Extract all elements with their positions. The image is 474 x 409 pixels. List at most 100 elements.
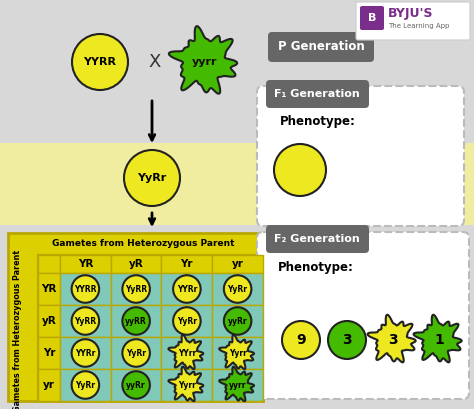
FancyBboxPatch shape <box>60 305 111 337</box>
Text: 1: 1 <box>434 333 444 347</box>
FancyBboxPatch shape <box>268 32 374 62</box>
Text: yr: yr <box>232 259 244 269</box>
Circle shape <box>173 275 201 303</box>
FancyBboxPatch shape <box>38 255 263 401</box>
FancyBboxPatch shape <box>162 255 212 273</box>
Text: YyRr: YyRr <box>177 317 197 326</box>
FancyBboxPatch shape <box>162 369 212 401</box>
FancyBboxPatch shape <box>111 255 162 273</box>
Text: F₂ Generation: F₂ Generation <box>274 234 360 244</box>
Text: YR: YR <box>41 284 57 294</box>
Circle shape <box>224 275 251 303</box>
Text: Yr: Yr <box>43 348 55 358</box>
FancyBboxPatch shape <box>38 255 60 273</box>
Text: YyRr: YyRr <box>126 348 146 357</box>
FancyBboxPatch shape <box>38 255 263 273</box>
Text: YyRr: YyRr <box>137 173 167 183</box>
FancyBboxPatch shape <box>111 273 162 305</box>
Text: yyRr: yyRr <box>228 317 247 326</box>
Text: YYRR: YYRR <box>74 285 97 294</box>
Circle shape <box>124 150 180 206</box>
Text: Yyrr: Yyrr <box>178 380 196 389</box>
Text: F₁ Generation: F₁ Generation <box>274 89 360 99</box>
FancyBboxPatch shape <box>257 86 464 226</box>
FancyBboxPatch shape <box>60 255 111 273</box>
Text: 9: 9 <box>296 333 306 347</box>
FancyBboxPatch shape <box>38 337 60 369</box>
FancyBboxPatch shape <box>60 369 111 401</box>
Circle shape <box>282 321 320 359</box>
FancyBboxPatch shape <box>212 369 263 401</box>
Circle shape <box>122 371 150 399</box>
FancyBboxPatch shape <box>60 337 111 369</box>
Polygon shape <box>168 335 203 369</box>
Circle shape <box>72 275 99 303</box>
Text: Yr: Yr <box>181 259 193 269</box>
FancyBboxPatch shape <box>60 273 111 305</box>
Text: yR: yR <box>42 316 56 326</box>
Text: yyrr: yyrr <box>229 380 246 389</box>
Text: P Generation: P Generation <box>278 40 365 54</box>
Text: YYrr: YYrr <box>178 348 196 357</box>
Circle shape <box>72 307 99 335</box>
FancyBboxPatch shape <box>38 273 60 305</box>
FancyBboxPatch shape <box>111 337 162 369</box>
FancyBboxPatch shape <box>266 80 369 108</box>
FancyBboxPatch shape <box>266 225 369 253</box>
Polygon shape <box>168 367 203 401</box>
Circle shape <box>122 307 150 335</box>
Text: B: B <box>368 13 376 23</box>
Text: yyRr: yyRr <box>126 380 146 389</box>
Text: YyRr: YyRr <box>228 285 247 294</box>
Circle shape <box>224 307 251 335</box>
FancyBboxPatch shape <box>162 337 212 369</box>
FancyBboxPatch shape <box>212 273 263 305</box>
Text: Gametes from Heterozygous Parent: Gametes from Heterozygous Parent <box>52 238 235 247</box>
Circle shape <box>72 371 99 399</box>
Text: Yyrr: Yyrr <box>228 348 246 357</box>
Text: The Learning App: The Learning App <box>388 23 449 29</box>
FancyBboxPatch shape <box>212 305 263 337</box>
FancyBboxPatch shape <box>162 305 212 337</box>
FancyBboxPatch shape <box>38 369 60 401</box>
Circle shape <box>72 339 99 367</box>
FancyBboxPatch shape <box>38 305 60 337</box>
Text: yr: yr <box>43 380 55 390</box>
Text: YR: YR <box>78 259 93 269</box>
Polygon shape <box>219 367 254 401</box>
Circle shape <box>122 339 150 367</box>
Polygon shape <box>414 315 462 362</box>
Circle shape <box>72 34 128 90</box>
FancyBboxPatch shape <box>212 255 263 273</box>
Circle shape <box>173 307 201 335</box>
Polygon shape <box>219 335 254 369</box>
Text: yyRR: yyRR <box>125 317 147 326</box>
Text: yR: yR <box>129 259 144 269</box>
Text: YYRR: YYRR <box>83 57 117 67</box>
Text: YyRr: YyRr <box>75 380 95 389</box>
FancyBboxPatch shape <box>111 305 162 337</box>
Text: YyRR: YyRR <box>74 317 96 326</box>
Text: X: X <box>149 53 161 71</box>
Bar <box>0 143 474 225</box>
Text: Phenotype:: Phenotype: <box>280 115 356 128</box>
Text: yyrr: yyrr <box>192 57 218 67</box>
FancyBboxPatch shape <box>356 2 470 40</box>
Text: Phenotype:: Phenotype: <box>278 261 354 274</box>
FancyBboxPatch shape <box>212 337 263 369</box>
Polygon shape <box>367 315 416 362</box>
Text: YYRr: YYRr <box>75 348 96 357</box>
Text: BYJU'S: BYJU'S <box>388 7 434 20</box>
Text: YYRr: YYRr <box>177 285 197 294</box>
Text: 3: 3 <box>388 333 398 347</box>
Text: 3: 3 <box>342 333 352 347</box>
Circle shape <box>274 144 326 196</box>
FancyBboxPatch shape <box>162 273 212 305</box>
FancyBboxPatch shape <box>8 233 263 401</box>
Polygon shape <box>169 26 237 94</box>
FancyBboxPatch shape <box>257 232 469 399</box>
FancyBboxPatch shape <box>360 6 384 30</box>
Text: YyRR: YyRR <box>125 285 147 294</box>
Text: Gametes from Heterozygous Parent: Gametes from Heterozygous Parent <box>13 250 22 409</box>
FancyBboxPatch shape <box>111 369 162 401</box>
